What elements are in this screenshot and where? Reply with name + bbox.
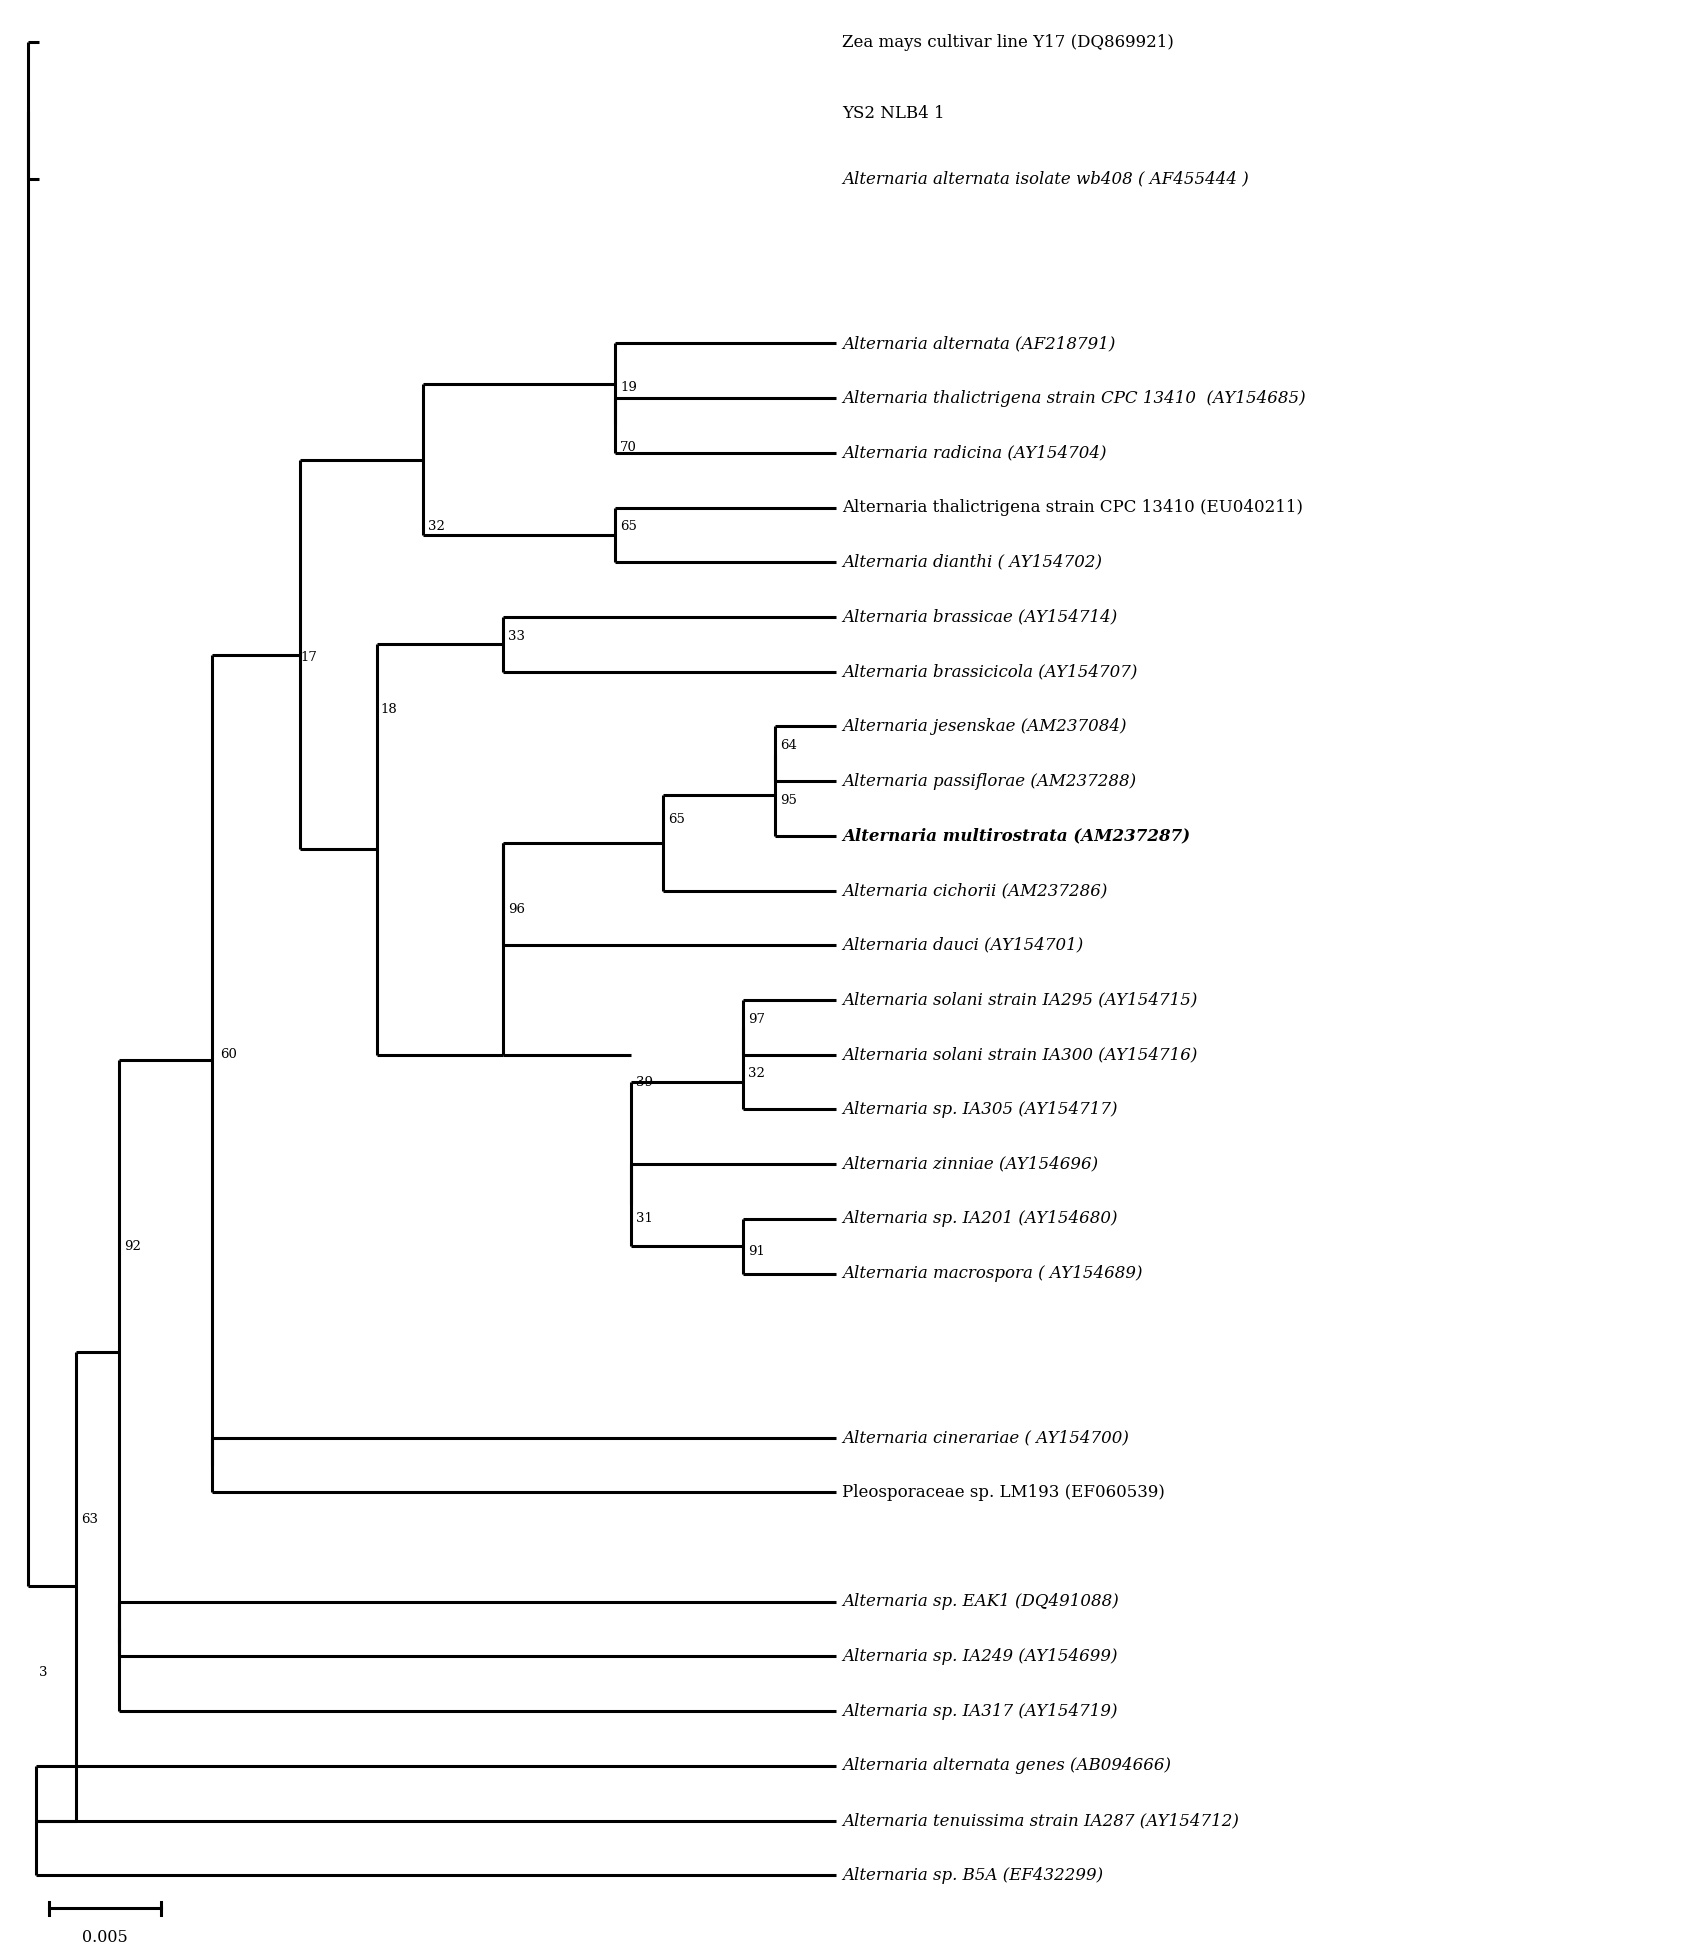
Text: 17: 17 xyxy=(300,651,317,664)
Text: 3: 3 xyxy=(39,1666,47,1679)
Text: Zea mays cultivar line Y17 (DQ869921): Zea mays cultivar line Y17 (DQ869921) xyxy=(842,33,1175,51)
Text: Alternaria radicina (AY154704): Alternaria radicina (AY154704) xyxy=(842,444,1107,462)
Text: 70: 70 xyxy=(619,440,636,454)
Text: 64: 64 xyxy=(780,738,797,752)
Text: 92: 92 xyxy=(125,1239,142,1253)
Text: 32: 32 xyxy=(429,520,446,534)
Text: 91: 91 xyxy=(748,1245,765,1258)
Text: 95: 95 xyxy=(780,793,797,806)
Text: Alternaria thalictrigena strain CPC 13410  (AY154685): Alternaria thalictrigena strain CPC 1341… xyxy=(842,390,1307,407)
Text: Alternaria sp. IA249 (AY154699): Alternaria sp. IA249 (AY154699) xyxy=(842,1648,1117,1666)
Text: Alternaria jesenskae (AM237084): Alternaria jesenskae (AM237084) xyxy=(842,719,1128,734)
Text: 18: 18 xyxy=(380,703,397,717)
Text: Alternaria tenuissima strain IA287 (AY154712): Alternaria tenuissima strain IA287 (AY15… xyxy=(842,1812,1239,1829)
Text: Alternaria zinniae (AY154696): Alternaria zinniae (AY154696) xyxy=(842,1155,1099,1173)
Text: Alternaria cinerariae ( AY154700): Alternaria cinerariae ( AY154700) xyxy=(842,1430,1129,1445)
Text: 65: 65 xyxy=(619,520,636,534)
Text: Alternaria thalictrigena strain CPC 13410 (EU040211): Alternaria thalictrigena strain CPC 1341… xyxy=(842,499,1303,516)
Text: Alternaria alternata isolate wb408 ( AF455444 ): Alternaria alternata isolate wb408 ( AF4… xyxy=(842,171,1249,187)
Text: Alternaria sp. IA317 (AY154719): Alternaria sp. IA317 (AY154719) xyxy=(842,1703,1117,1720)
Text: Alternaria sp. IA201 (AY154680): Alternaria sp. IA201 (AY154680) xyxy=(842,1210,1117,1227)
Text: 19: 19 xyxy=(619,380,636,393)
Text: Pleosporaceae sp. LM193 (EF060539): Pleosporaceae sp. LM193 (EF060539) xyxy=(842,1484,1165,1500)
Text: Alternaria cichorii (AM237286): Alternaria cichorii (AM237286) xyxy=(842,882,1107,900)
Text: Alternaria brassicicola (AY154707): Alternaria brassicicola (AY154707) xyxy=(842,662,1138,680)
Text: Alternaria dauci (AY154701): Alternaria dauci (AY154701) xyxy=(842,937,1084,955)
Text: Alternaria sp. EAK1 (DQ491088): Alternaria sp. EAK1 (DQ491088) xyxy=(842,1593,1119,1611)
Text: Alternaria macrospora ( AY154689): Alternaria macrospora ( AY154689) xyxy=(842,1264,1143,1282)
Text: 96: 96 xyxy=(508,904,525,916)
Text: Alternaria passiflorae (AM237288): Alternaria passiflorae (AM237288) xyxy=(842,773,1136,789)
Text: Alternaria solani strain IA300 (AY154716): Alternaria solani strain IA300 (AY154716… xyxy=(842,1046,1198,1064)
Text: 39: 39 xyxy=(636,1075,653,1089)
Text: 32: 32 xyxy=(748,1068,765,1081)
Text: 31: 31 xyxy=(636,1212,653,1225)
Text: 60: 60 xyxy=(219,1048,236,1062)
Text: Alternaria dianthi ( AY154702): Alternaria dianthi ( AY154702) xyxy=(842,553,1102,571)
Text: 33: 33 xyxy=(508,629,525,643)
Text: YS2 NLB4 1: YS2 NLB4 1 xyxy=(842,105,945,123)
Text: Alternaria alternata (AF218791): Alternaria alternata (AF218791) xyxy=(842,335,1116,353)
Text: 0.005: 0.005 xyxy=(83,1929,128,1946)
Text: Alternaria brassicae (AY154714): Alternaria brassicae (AY154714) xyxy=(842,608,1117,625)
Text: Alternaria sp. B5A (EF432299): Alternaria sp. B5A (EF432299) xyxy=(842,1866,1104,1884)
Text: Alternaria sp. IA305 (AY154717): Alternaria sp. IA305 (AY154717) xyxy=(842,1101,1117,1118)
Text: 63: 63 xyxy=(81,1514,98,1525)
Text: Alternaria multirostrata (AM237287): Alternaria multirostrata (AM237287) xyxy=(842,828,1190,843)
Text: 65: 65 xyxy=(668,812,685,826)
Text: Alternaria alternata genes (AB094666): Alternaria alternata genes (AB094666) xyxy=(842,1757,1171,1775)
Text: Alternaria solani strain IA295 (AY154715): Alternaria solani strain IA295 (AY154715… xyxy=(842,992,1198,1009)
Text: 97: 97 xyxy=(748,1013,765,1025)
